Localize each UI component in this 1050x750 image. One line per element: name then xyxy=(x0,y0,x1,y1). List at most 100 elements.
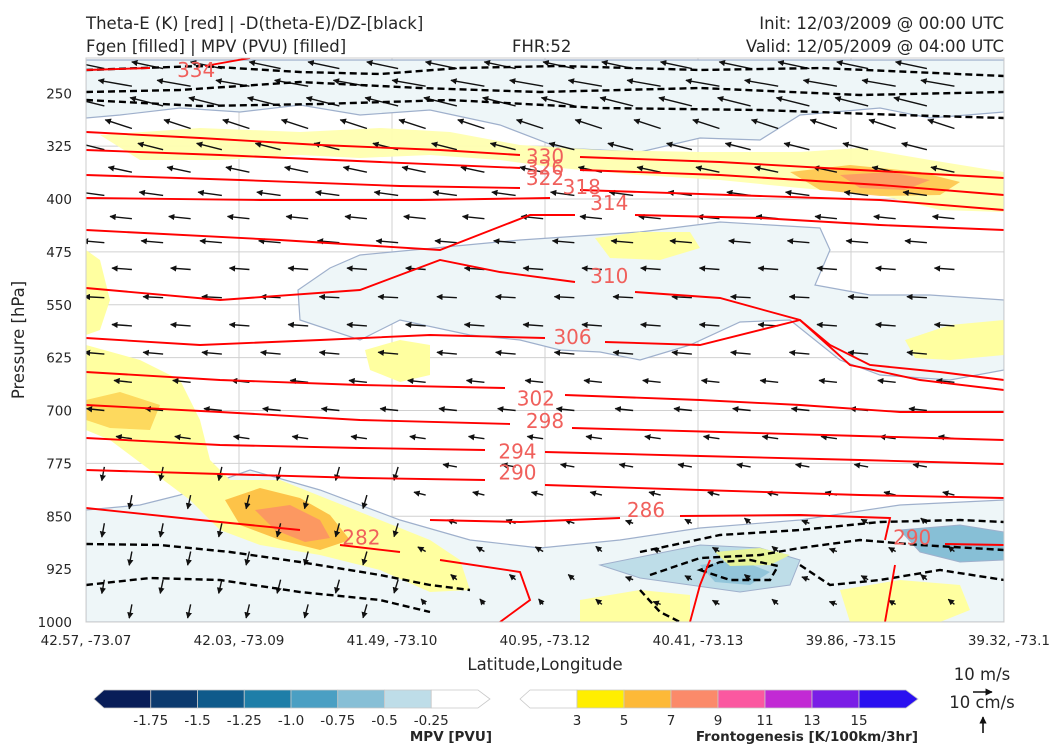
wind-vector xyxy=(548,141,575,151)
y-tick-label: 550 xyxy=(46,298,72,314)
theta-e-contour xyxy=(86,507,532,622)
wind-vector xyxy=(802,78,838,87)
wind-vector xyxy=(836,60,869,70)
wind-vector xyxy=(275,579,282,594)
wind-vector xyxy=(280,118,309,130)
wind-vector xyxy=(174,434,191,441)
wind-vector xyxy=(736,462,751,469)
wind-vector xyxy=(275,466,282,482)
wind-vector xyxy=(551,238,575,245)
y-tick-label: 250 xyxy=(46,86,72,102)
wind-vector xyxy=(199,238,222,245)
wind-vector xyxy=(930,165,955,173)
wind-vector xyxy=(790,406,810,413)
wind-vector xyxy=(344,213,367,221)
wind-vector xyxy=(489,141,516,151)
wind-vector xyxy=(366,60,399,70)
wind-vector xyxy=(86,63,105,70)
chart-title-line2: Fgen [filled] | MPV (PVU) [filled] xyxy=(86,37,347,56)
y-tick-label: 625 xyxy=(46,351,72,367)
colorbar-tick-label: -0.5 xyxy=(371,713,397,729)
wind-vector xyxy=(828,600,838,607)
fgen-colorbar-title: Frontogenesis [K/100km/3hr] xyxy=(696,729,918,745)
wind-vector xyxy=(274,78,309,87)
wind-vector xyxy=(931,213,955,221)
wind-vector xyxy=(843,189,869,197)
wind-vector xyxy=(610,238,634,245)
wind-vector xyxy=(788,293,810,301)
wind-vector xyxy=(927,118,955,130)
wind-vector xyxy=(115,434,132,441)
wind-vector xyxy=(450,574,458,581)
wind-vector xyxy=(262,406,281,413)
wind-vectors xyxy=(86,60,955,619)
stability-contour xyxy=(86,542,471,592)
wind-vector xyxy=(348,377,367,385)
colorbar-swatch xyxy=(717,689,766,709)
colorbar-swatch xyxy=(519,689,578,709)
wind-vector xyxy=(457,118,485,130)
wind-vector xyxy=(99,579,106,595)
colorbar-tick-label: 7 xyxy=(667,713,676,729)
colorbar-tick-label: 3 xyxy=(573,713,582,729)
wind-vector xyxy=(398,118,426,130)
wind-vector xyxy=(375,238,399,245)
wind-vector xyxy=(142,293,164,301)
wind-vector xyxy=(260,349,281,356)
wind-vector xyxy=(732,406,751,413)
wind-vector xyxy=(391,78,426,87)
theta-e-contour xyxy=(86,58,251,71)
wind-vector xyxy=(401,165,426,173)
y-tick-label: 925 xyxy=(46,562,72,578)
wind-vector xyxy=(287,321,309,329)
x-tick-label: 40.41, -73.13 xyxy=(653,633,744,649)
wind-vector xyxy=(783,141,810,151)
wind-vector xyxy=(902,189,927,197)
wind-vector xyxy=(873,213,896,221)
x-tick-label: 41.49, -73.10 xyxy=(347,633,438,649)
wind-vector xyxy=(888,599,897,606)
wind-vector xyxy=(894,60,928,70)
wind-vector xyxy=(522,265,544,272)
wind-vector xyxy=(636,165,661,173)
wind-vector xyxy=(379,406,399,413)
wind-vector xyxy=(97,78,133,87)
wind-vector xyxy=(158,466,165,482)
theta-e-label: 310 xyxy=(590,264,628,288)
quiver-key-label-horizontal: 10 m/s xyxy=(954,665,1010,684)
stability-contour xyxy=(639,589,681,622)
wind-vector xyxy=(820,434,838,441)
wind-vector xyxy=(607,141,634,151)
y-tick-label: 1000 xyxy=(38,615,72,631)
y-tick-label: 400 xyxy=(46,192,72,208)
wind-vector xyxy=(467,434,485,441)
theta-e-contour-labels: 3343303263223183143103063022982942902862… xyxy=(177,58,931,549)
colorbar-tick-label: -0.25 xyxy=(414,713,449,729)
wind-vector xyxy=(853,462,869,469)
stability-contour xyxy=(86,98,1004,120)
wind-vector xyxy=(197,189,222,197)
y-tick-label: 775 xyxy=(46,456,72,472)
wind-vector xyxy=(156,78,191,87)
wind-vector xyxy=(698,321,720,329)
wind-vector xyxy=(361,604,368,619)
wind-vector xyxy=(711,599,720,606)
wind-vector xyxy=(361,551,368,566)
theta-e-contour xyxy=(86,149,1004,196)
wind-vector xyxy=(222,118,250,130)
theta-e-label: 334 xyxy=(177,58,215,82)
wind-vector xyxy=(877,377,896,385)
fgen-region-bottom xyxy=(580,590,690,622)
wind-vector xyxy=(318,349,340,356)
wind-vector xyxy=(595,598,603,606)
wind-vector xyxy=(509,574,517,581)
wind-vector xyxy=(775,96,810,107)
stability-contour xyxy=(639,518,1004,554)
wind-vector xyxy=(409,434,426,441)
y-axis-label: Pressure [hPa] xyxy=(9,281,28,399)
wind-vector xyxy=(289,377,309,385)
theta-e-contour xyxy=(86,174,1004,211)
wind-vector xyxy=(188,96,223,107)
theta-e-contour xyxy=(86,131,1004,179)
wind-vector xyxy=(555,406,575,413)
